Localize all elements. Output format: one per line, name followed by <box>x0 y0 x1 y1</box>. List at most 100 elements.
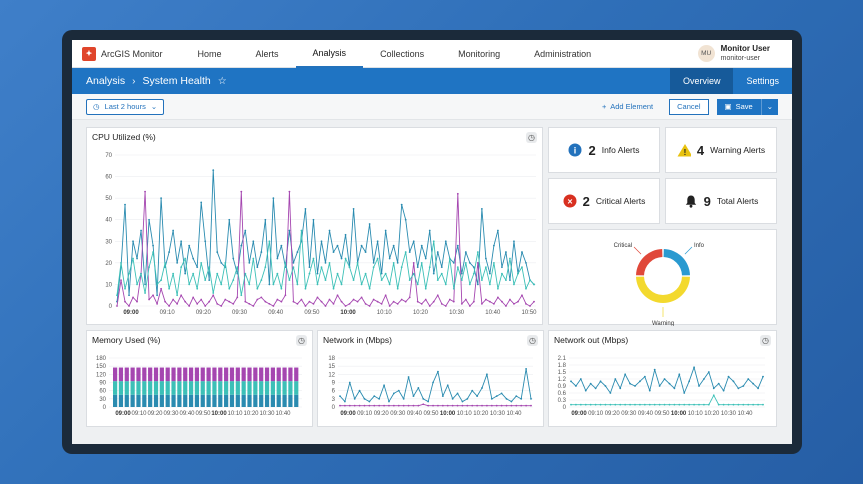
memory-bar <box>183 394 188 407</box>
net-out-point <box>663 403 666 406</box>
add-element-button[interactable]: + Add Element <box>602 102 653 111</box>
memory-bar <box>294 367 299 382</box>
cpu-point <box>484 257 487 260</box>
total-alerts-card[interactable]: 9 Total Alerts <box>665 178 777 224</box>
memory-panel: Memory Used (%) ◷ 180 150 120 90 60 30 0 09:00 0… <box>86 330 313 427</box>
cpu-point <box>456 244 459 247</box>
net-out-point <box>604 403 607 406</box>
cpu-point <box>232 279 235 282</box>
memory-bar <box>212 367 217 382</box>
network-out-panel: Network out (Mbps) ◷ 2.1 1.8 1.5 1.2 0.9 0.6 0… <box>548 330 777 427</box>
net-in-y-tick: 6 <box>332 389 336 395</box>
memory-y-tick: 90 <box>99 381 106 387</box>
cpu-point <box>472 272 475 275</box>
critical-alerts-card[interactable]: × 2 Critical Alerts <box>548 178 660 224</box>
net-out-series-line <box>571 394 763 406</box>
cpu-point <box>501 300 503 303</box>
cpu-point <box>404 300 407 303</box>
net-out-point <box>752 382 755 385</box>
net-out-point <box>634 385 636 387</box>
net-out-point <box>732 403 735 406</box>
info-alerts-card[interactable]: i 2 Info Alerts <box>548 127 660 173</box>
net-in-point <box>500 404 503 407</box>
clock-icon[interactable]: ◷ <box>760 335 771 346</box>
net-out-point <box>609 403 612 406</box>
cpu-point <box>128 272 130 275</box>
cpu-point <box>364 251 367 253</box>
net-out-point <box>732 380 735 383</box>
nav-analysis[interactable]: Analysis <box>295 40 364 68</box>
cpu-point <box>388 283 391 286</box>
cpu-point <box>296 302 299 305</box>
net-in-series-line <box>339 368 532 403</box>
net-in-point <box>456 404 459 407</box>
tab-overview[interactable]: Overview <box>669 68 734 94</box>
memory-bar <box>142 367 147 382</box>
cpu-point <box>308 266 311 269</box>
cpu-point <box>292 266 295 269</box>
net-in-point <box>490 404 493 407</box>
nav-home[interactable]: Home <box>197 48 222 59</box>
time-range-button[interactable]: ◷ Last 2 hours ⌄ <box>86 98 165 115</box>
cpu-point <box>525 302 527 305</box>
memory-bar <box>200 394 205 407</box>
cpu-point <box>328 298 331 301</box>
net-out-x-tick: 09:10 <box>588 411 604 417</box>
net-in-x-tick: 09:20 <box>374 411 390 417</box>
cpu-point <box>176 261 179 264</box>
memory-y-tick: 0 <box>103 405 107 411</box>
star-icon[interactable]: ☆ <box>217 75 227 87</box>
cpu-point <box>280 287 283 290</box>
net-in-point <box>427 400 430 403</box>
save-button[interactable]: ▣ Save <box>717 99 761 115</box>
nav-alerts[interactable]: Alerts <box>255 48 279 59</box>
cpu-point <box>364 272 367 275</box>
cancel-button[interactable]: Cancel <box>669 98 709 115</box>
net-out-point <box>727 375 730 378</box>
cpu-point <box>248 261 251 264</box>
cpu-point <box>244 272 247 275</box>
net-out-point <box>668 382 671 385</box>
memory-bar <box>142 394 147 407</box>
memory-bar <box>247 367 252 382</box>
net-out-point <box>693 366 695 369</box>
net-in-point <box>481 387 483 389</box>
tab-settings[interactable]: Settings <box>746 76 779 86</box>
add-element-label: Add Element <box>610 102 654 111</box>
memory-bar <box>194 367 200 382</box>
cpu-point <box>272 197 275 200</box>
save-options-chevron-icon[interactable]: ⌄ <box>760 98 778 115</box>
cpu-y-tick: 30 <box>105 239 112 245</box>
cpu-point <box>432 240 435 243</box>
cpu-point <box>160 197 163 200</box>
cpu-point <box>376 300 379 303</box>
cpu-point <box>280 244 283 247</box>
cpu-point <box>428 266 431 269</box>
cpu-point <box>304 305 307 307</box>
user-menu[interactable]: MU Monitor User monitor-user <box>697 44 792 63</box>
cpu-point <box>160 279 163 282</box>
memory-bar <box>218 394 223 407</box>
cpu-point <box>308 300 311 303</box>
cpu-point <box>216 251 219 253</box>
cpu-point <box>120 279 122 282</box>
cpu-x-tick: 10:30 <box>449 310 465 316</box>
user-name: Monitor User <box>720 44 770 53</box>
cpu-point <box>276 272 279 275</box>
clock-icon[interactable]: ◷ <box>527 335 538 346</box>
memory-bar <box>188 381 194 395</box>
net-out-point <box>648 403 651 406</box>
cpu-point <box>140 272 142 275</box>
nav-monitoring[interactable]: Monitoring <box>458 48 501 59</box>
cpu-point <box>268 283 271 286</box>
clock-icon[interactable]: ◷ <box>526 132 537 143</box>
nav-administration[interactable]: Administration <box>534 48 592 59</box>
nav-collections[interactable]: Collections <box>380 48 425 59</box>
app-logo[interactable]: ✦ ArcGIS Monitor <box>82 46 163 61</box>
cpu-point <box>529 305 531 307</box>
breadcrumb-analysis[interactable]: Analysis <box>86 75 126 87</box>
net-in-x-tick: 09:40 <box>407 411 423 417</box>
memory-bar <box>148 367 153 382</box>
warning-alerts-card[interactable]: ! 4 Warning Alerts <box>665 127 777 173</box>
clock-icon[interactable]: ◷ <box>296 335 307 346</box>
